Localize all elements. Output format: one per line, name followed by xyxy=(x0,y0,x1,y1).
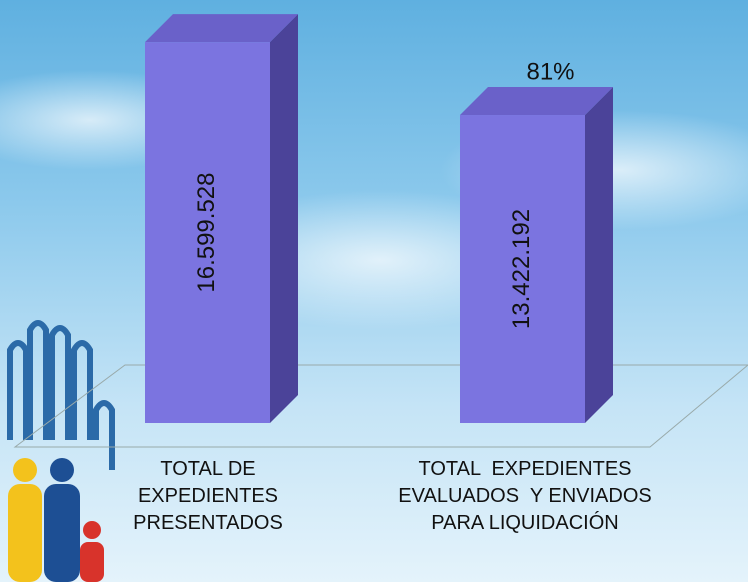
figure xyxy=(50,458,74,482)
value-label: 16.599.528 xyxy=(193,173,220,293)
chart: 16.599.528 13.422.192 81% TOTAL DE EXPEDIE… xyxy=(0,0,748,582)
figure xyxy=(13,458,37,482)
figure xyxy=(8,484,42,582)
bar-side xyxy=(585,87,613,423)
floor xyxy=(15,365,748,447)
bar-side xyxy=(270,14,298,423)
value-label: 13.422.192 xyxy=(508,209,535,329)
hand-logo xyxy=(10,323,112,470)
x-tick-label: TOTAL EXPEDIENTES EVALUADOS Y ENVIADOS P… xyxy=(375,456,675,537)
figure xyxy=(80,542,104,582)
annotation: 81% xyxy=(526,58,574,85)
figure xyxy=(44,484,80,582)
x-tick-label: TOTAL DE EXPEDIENTES PRESENTADOS xyxy=(88,456,328,537)
